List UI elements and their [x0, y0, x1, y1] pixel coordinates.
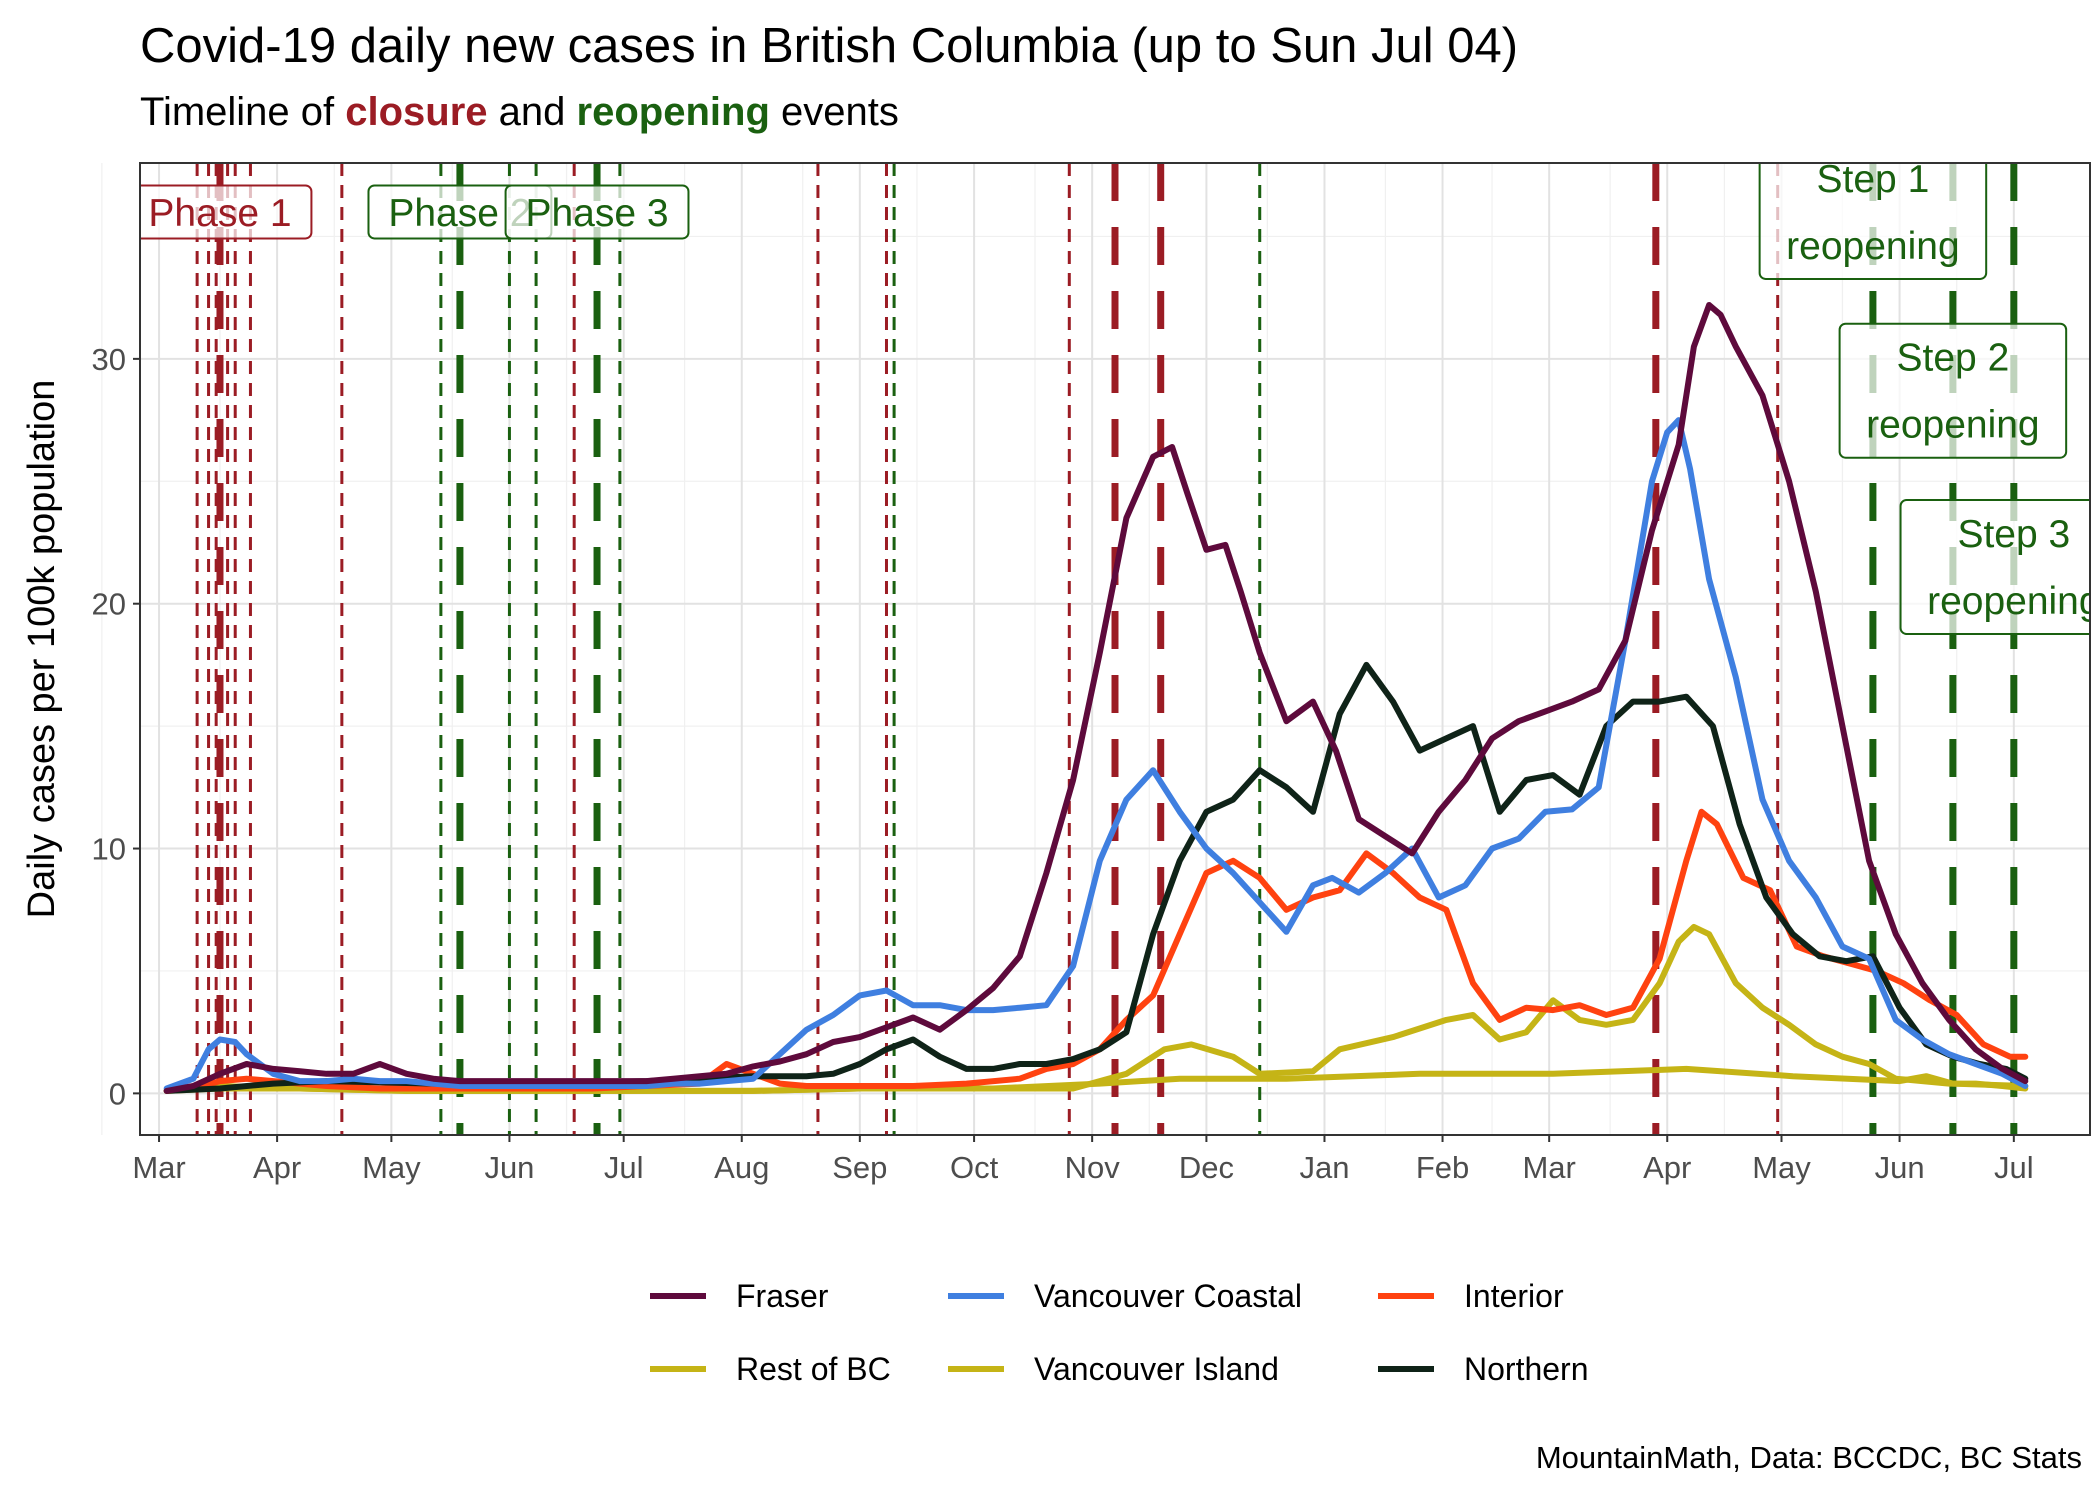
legend-label-interior: Interior	[1464, 1278, 1564, 1314]
subtitle-prefix: Timeline of	[140, 90, 346, 134]
annotation-box	[1899, 498, 2090, 635]
legend-label-fraser: Fraser	[736, 1278, 829, 1314]
x-tick-label: Jun	[484, 1150, 534, 1185]
y-axis: 0 10 20 30 Daily cases per 100k population	[21, 342, 140, 1111]
y-tick-label: 30	[92, 342, 126, 377]
x-tick-label: Apr	[1643, 1150, 1691, 1185]
x-tick-label: Jun	[1875, 1150, 1925, 1185]
x-tick-label: Feb	[1416, 1150, 1469, 1185]
chart-title: Covid-19 daily new cases in British Colu…	[140, 19, 1519, 73]
subtitle-middle: and	[487, 90, 577, 134]
x-tick-label: Jul	[1994, 1150, 2034, 1185]
annotation-text: Step 3	[1957, 513, 2070, 556]
x-tick-label: Jan	[1299, 1150, 1349, 1185]
annotation-box	[504, 184, 690, 240]
plot-border	[139, 162, 2091, 1136]
legend-label-vancouver-coastal: Vancouver Coastal	[1034, 1278, 1302, 1314]
annotation-step-1: Step 1 reopening	[1758, 158, 1988, 280]
annotation-phase-1: Phase 1	[140, 184, 313, 240]
x-tick-label: Mar	[1522, 1150, 1575, 1185]
annotation-text: reopening	[1927, 580, 2100, 623]
series-line-vancouver-coastal	[163, 417, 2029, 1092]
annotation-text: Step 1	[1817, 158, 1930, 201]
annotation-text: reopening	[1786, 225, 1959, 268]
annotation-step-2: Step 2 reopening	[1838, 322, 2068, 459]
x-tick-label: Mar	[132, 1150, 185, 1185]
annotation-box	[140, 184, 313, 240]
x-tick-label: May	[362, 1150, 421, 1185]
x-tick-label: May	[1752, 1150, 1811, 1185]
chart-caption: MountainMath, Data: BCCDC, BC Stats	[1535, 1440, 2082, 1475]
annotation-text: Phase 3	[525, 192, 668, 235]
y-tick-label: 10	[92, 832, 126, 867]
series-line-fraser	[163, 302, 2029, 1094]
y-tick-label: 20	[92, 587, 126, 622]
subtitle-closure: closure	[345, 90, 488, 134]
x-tick-label: Nov	[1065, 1150, 1121, 1185]
annotation-text: Phase 1	[148, 192, 291, 235]
annotation-phase-3: Phase 3	[504, 184, 690, 240]
x-tick-label: Dec	[1179, 1150, 1234, 1185]
x-tick-label: Apr	[253, 1150, 301, 1185]
x-axis: Mar Apr May Jun Jul Aug Sep Oct Nov Dec Jan Feb Mar A…	[132, 1135, 2034, 1185]
y-tick-label: 0	[109, 1076, 126, 1111]
annotation-text: Step 2	[1897, 337, 2010, 380]
legend-label-vancouver-island: Vancouver Island	[1034, 1351, 1279, 1387]
x-tick-label: Jul	[604, 1150, 644, 1185]
series-lines	[163, 302, 2029, 1094]
legend-label-northern: Northern	[1464, 1351, 1589, 1387]
legend: Fraser Vancouver Coastal Interior Rest of B…	[650, 1278, 1589, 1387]
x-tick-label: Aug	[714, 1150, 769, 1185]
subtitle-suffix: events	[769, 90, 899, 134]
x-tick-label: Sep	[832, 1150, 887, 1185]
series-line-northern	[163, 661, 2029, 1094]
x-tick-label: Oct	[950, 1150, 999, 1185]
legend-label-rest-of-bc: Rest of BC	[736, 1351, 891, 1387]
subtitle-reopening: reopening	[576, 90, 770, 134]
annotation-box	[1838, 322, 2068, 459]
annotation-text: reopening	[1866, 404, 2039, 447]
y-axis-label: Daily cases per 100k population	[21, 380, 63, 919]
chart-subtitle: Timeline of closure and reopening events	[140, 90, 899, 135]
annotation-box	[1758, 163, 1988, 280]
annotation-step-3: Step 3 reopening	[1899, 498, 2100, 635]
